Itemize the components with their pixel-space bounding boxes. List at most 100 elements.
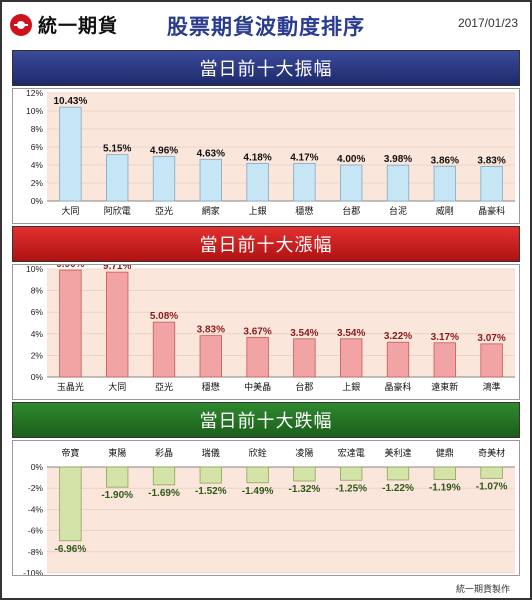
amp-data-label: 10.43% [53,96,87,107]
amp-category-label: 上銀 [249,205,267,217]
loss-bar [59,466,82,542]
amp-bar [293,163,316,202]
gain-category-label: 玉晶光 [57,381,84,393]
loss-y-tick-label: -4% [28,504,44,514]
gain-data-label: 3.22% [384,331,412,342]
gain-y-tick-label: 4% [31,329,44,339]
amp-data-label: 4.00% [337,154,365,165]
gain-bar [152,321,176,378]
loss-bar [340,466,363,481]
amp-data-label: 3.83% [477,156,505,167]
gain-category-label: 晶豪科 [384,381,411,393]
amp-bar [386,164,410,202]
logo-text: 統一期貨 [38,15,119,37]
gain-y-tick-label: 0% [31,372,44,382]
loss-data-label: -1.07% [476,481,508,492]
gain-y-tick-label: 2% [31,350,44,360]
page-title: 股票期貨波動度排序 [167,15,365,39]
amp-bar [480,166,503,202]
amp-bar [59,106,82,202]
gain-category-label: 鴻準 [483,381,501,393]
amp-bar [340,164,363,202]
amp-bar [199,158,222,202]
loss-data-label: -1.52% [195,486,227,497]
gain-y-tick-label: 6% [31,307,44,317]
gain-bar [340,338,363,378]
loss-category-label: 宏達電 [338,447,365,459]
loss-category-label: 東陽 [108,447,126,459]
gain-bar [246,336,269,378]
amp-data-label: 4.96% [150,145,178,156]
loss-y-tick-label: 0% [31,462,44,472]
gain-data-label: 3.54% [290,328,318,339]
amp-data-label: 3.98% [384,154,412,165]
gain-data-label: 3.83% [197,325,225,336]
loss-bar [480,466,503,479]
chart-panel-loss: 0% -2% -4% -6% -8% -10% -6.96% 帝寶 -1.90% 東陽 -1.69%… [12,440,520,576]
loss-bar [152,466,176,486]
loss-category-label: 奇美材 [478,447,505,459]
loss-category-label: 凌陽 [295,447,313,459]
amp-data-label: 4.18% [243,152,271,163]
loss-y-tick-label: -8% [28,547,44,557]
amp-y-tick-label: 4% [31,160,44,170]
loss-category-label: 帝寶 [61,447,79,459]
amp-y-tick-label: 6% [31,142,44,152]
gain-category-label: 台郡 [295,381,313,393]
loss-y-tick-label: -6% [28,526,44,536]
gain-category-label: 上銀 [342,381,360,393]
footer-credit: 統一期貨製作 [455,585,510,595]
amp-bar [433,165,456,202]
gain-bar [386,341,410,378]
loss-data-label: -6.96% [55,544,87,555]
header: 統一期貨 股票期貨波動度排序 2017/01/23 [2,2,530,46]
gain-bar [199,335,222,378]
amp-bar [152,155,176,202]
amp-category-label: 台郡 [342,205,360,217]
company-logo: 統一期貨 [10,11,118,38]
amp-category-label: 阿欣電 [104,205,131,217]
loss-bar [199,466,222,484]
gain-category-label: 遠東新 [431,381,458,393]
gain-bar [59,269,82,378]
gain-data-label: 3.07% [477,333,505,344]
loss-bar [433,466,456,481]
section-title-amplitude: 當日前十大振幅 [199,59,333,80]
gain-data-label: 3.17% [431,332,459,343]
loss-data-label: -1.22% [382,483,414,494]
gain-bar [106,271,129,378]
amp-category-label: 台泥 [389,205,407,217]
logo-icon [10,13,32,36]
amp-y-tick-label: 8% [31,124,44,134]
loss-category-label: 健鼎 [436,447,454,459]
amp-y-tick-label: 2% [31,178,44,188]
loss-bar [106,466,129,488]
amp-bar [246,162,269,202]
loss-category-label: 美利達 [384,447,411,459]
section-header-amplitude: 當日前十大振幅 [12,50,520,86]
amp-category-label: 晶豪科 [478,205,505,217]
section-title-gain: 當日前十大漲幅 [199,235,333,256]
gain-bar [433,342,456,378]
gain-data-label: 9.90% [56,265,84,270]
gain-bar [293,338,316,378]
chart-panel-amplitude: 0% 2% 4% 6% 8% 10% 12% 10.43% 大同 5.15% 阿欣電 4.96% 亞光 4… [12,88,520,224]
section-header-loss: 當日前十大跌幅 [12,402,520,438]
gain-category-label: 穩懋 [202,381,220,393]
amp-y-tick-label: 0% [31,196,44,206]
amplitude-chart: 0% 2% 4% 6% 8% 10% 12% 10.43% 大同 5.15% 阿欣電 4.96% 亞光 4… [26,89,515,217]
amp-category-label: 網家 [202,205,220,217]
loss-category-label: 瑞儀 [202,447,220,459]
loss-category-label: 彩晶 [155,448,173,459]
amp-category-label: 穩懋 [295,205,313,217]
loss-data-label: -1.90% [101,490,133,501]
loss-category-label: 欣銓 [249,447,267,459]
amp-y-tick-label: 12% [26,89,43,98]
gain-data-label: 3.67% [243,326,271,337]
loss-data-label: -1.32% [289,484,321,495]
loss-bar [386,466,410,481]
loss-bar [246,466,269,484]
amp-data-label: 3.86% [431,155,459,166]
report-date: 2017/01/23 [457,16,518,30]
